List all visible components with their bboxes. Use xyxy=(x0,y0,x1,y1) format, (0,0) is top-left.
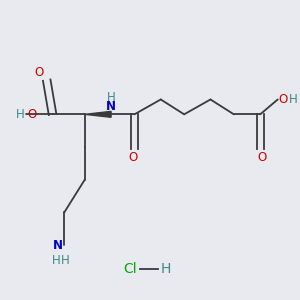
Text: N: N xyxy=(106,100,116,113)
Text: H: H xyxy=(52,254,60,267)
Text: O: O xyxy=(28,108,37,121)
Text: H: H xyxy=(16,108,25,121)
Text: H: H xyxy=(107,92,116,104)
Text: H: H xyxy=(161,262,171,276)
Text: O: O xyxy=(34,66,44,79)
Polygon shape xyxy=(85,111,111,117)
Text: Cl: Cl xyxy=(124,262,137,276)
Text: H: H xyxy=(289,93,298,106)
Text: O: O xyxy=(128,152,138,164)
Text: H: H xyxy=(61,254,70,267)
Text: O: O xyxy=(278,93,288,106)
Text: N: N xyxy=(53,238,63,252)
Text: O: O xyxy=(257,152,266,164)
